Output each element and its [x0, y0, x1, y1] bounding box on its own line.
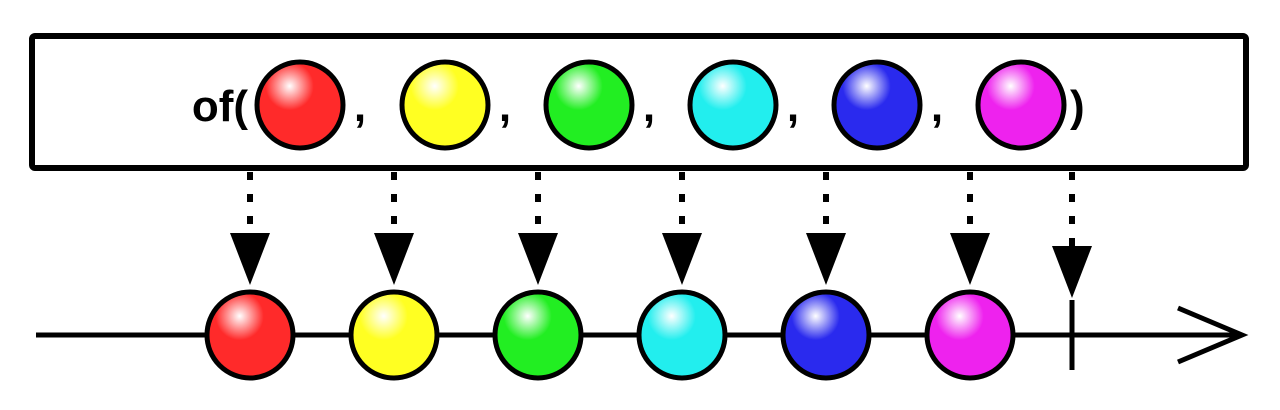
argument-separator: ,: [499, 82, 511, 131]
output-marble-yellow: [348, 289, 440, 381]
operator-name: of(: [192, 82, 249, 131]
output-marble-red: [204, 289, 296, 381]
operator-expression: of(,,,,,): [192, 59, 1085, 151]
input-marble-red: [254, 59, 346, 151]
emission-arrowhead: [518, 233, 558, 285]
input-marble-blue: [831, 59, 923, 151]
output-marble-green: [492, 289, 584, 381]
input-marble-cyan: [687, 59, 779, 151]
operator-close-paren: ): [1070, 82, 1085, 131]
output-marble-cyan: [636, 289, 728, 381]
argument-separator: ,: [931, 82, 943, 131]
output-marble-blue: [780, 289, 872, 381]
input-marble-green: [543, 59, 635, 151]
input-marble-yellow: [399, 59, 491, 151]
argument-separator: ,: [787, 82, 799, 131]
output-marbles: [204, 289, 1016, 381]
emission-arrows: [230, 172, 1092, 298]
operator-box: [29, 33, 1249, 171]
emission-arrowhead: [374, 233, 414, 285]
emission-arrowhead: [806, 233, 846, 285]
input-marble-magenta: [975, 59, 1067, 151]
emission-arrowhead: [950, 233, 990, 285]
output-marble-magenta: [924, 289, 1016, 381]
emission-arrowhead: [662, 233, 702, 285]
emission-arrowhead: [230, 233, 270, 285]
complete-arrowhead: [1052, 246, 1092, 298]
timeline-arrowhead: [1177, 305, 1249, 365]
argument-separator: ,: [354, 82, 366, 131]
argument-separator: ,: [643, 82, 655, 131]
